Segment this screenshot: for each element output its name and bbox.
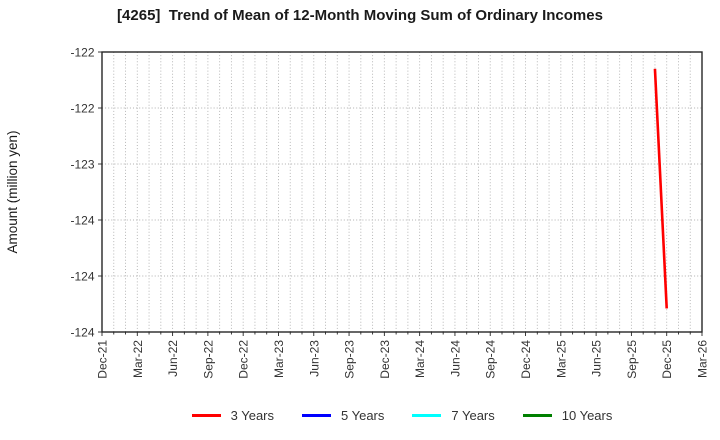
y-tick-label: -124 [70, 269, 94, 283]
x-tick-label: Jun-23 [307, 340, 321, 377]
legend-swatch-7-years [412, 413, 442, 417]
y-tick-label: -123 [70, 157, 94, 171]
x-tick-label: Mar-26 [696, 340, 710, 378]
x-tick-label: Jun-24 [448, 340, 462, 377]
x-tick-label: Mar-22 [131, 340, 145, 378]
legend-swatch-3-years [191, 413, 221, 417]
legend-item-10-years: 10 Years [522, 407, 613, 423]
x-tick-label: Mar-23 [272, 340, 286, 378]
legend-item-3-years: 3 Years [191, 407, 274, 423]
x-tick-label: Jun-22 [166, 340, 180, 377]
chart-title: [4265] Trend of Mean of 12-Month Moving … [117, 7, 603, 24]
legend-item-7-years: 7 Years [412, 407, 495, 423]
x-tick-label: Dec-21 [96, 340, 110, 379]
legend-label-3-years: 3 Years [230, 407, 274, 423]
chart-legend: 3 Years 5 Years 7 Years 10 Years [102, 403, 702, 427]
y-tick-label: -122 [70, 45, 94, 59]
x-tick-label: Dec-25 [660, 340, 674, 379]
plot-border [101, 51, 703, 333]
x-tick-label: Sep-24 [484, 340, 498, 379]
x-tick-label: Sep-22 [201, 340, 215, 379]
legend-swatch-5-years [302, 413, 331, 417]
x-tick-label: Sep-23 [343, 340, 357, 379]
x-tick-label: Mar-25 [554, 340, 568, 378]
x-tick-label: Sep-25 [625, 340, 639, 379]
x-tick-label: Mar-24 [413, 340, 427, 378]
legend-item-5-years: 5 Years [302, 408, 384, 423]
x-tick-label: Dec-22 [237, 340, 251, 379]
y-tick-label: -122 [70, 101, 94, 115]
legend-label-10-years: 10 Years [561, 407, 613, 423]
y-axis-label: Amount (million yen) [5, 130, 20, 253]
x-tick-label: Dec-24 [519, 340, 533, 379]
x-tick-label: Dec-23 [378, 340, 392, 379]
y-tick-label: -124 [70, 213, 94, 227]
series-line-3-years [653, 68, 669, 309]
y-tick-label: -124 [70, 325, 94, 339]
legend-label-5-years: 5 Years [341, 407, 385, 423]
x-tick-label: Jun-25 [590, 340, 604, 377]
legend-swatch-10-years [522, 413, 552, 417]
legend-label-7-years: 7 Years [451, 407, 495, 423]
